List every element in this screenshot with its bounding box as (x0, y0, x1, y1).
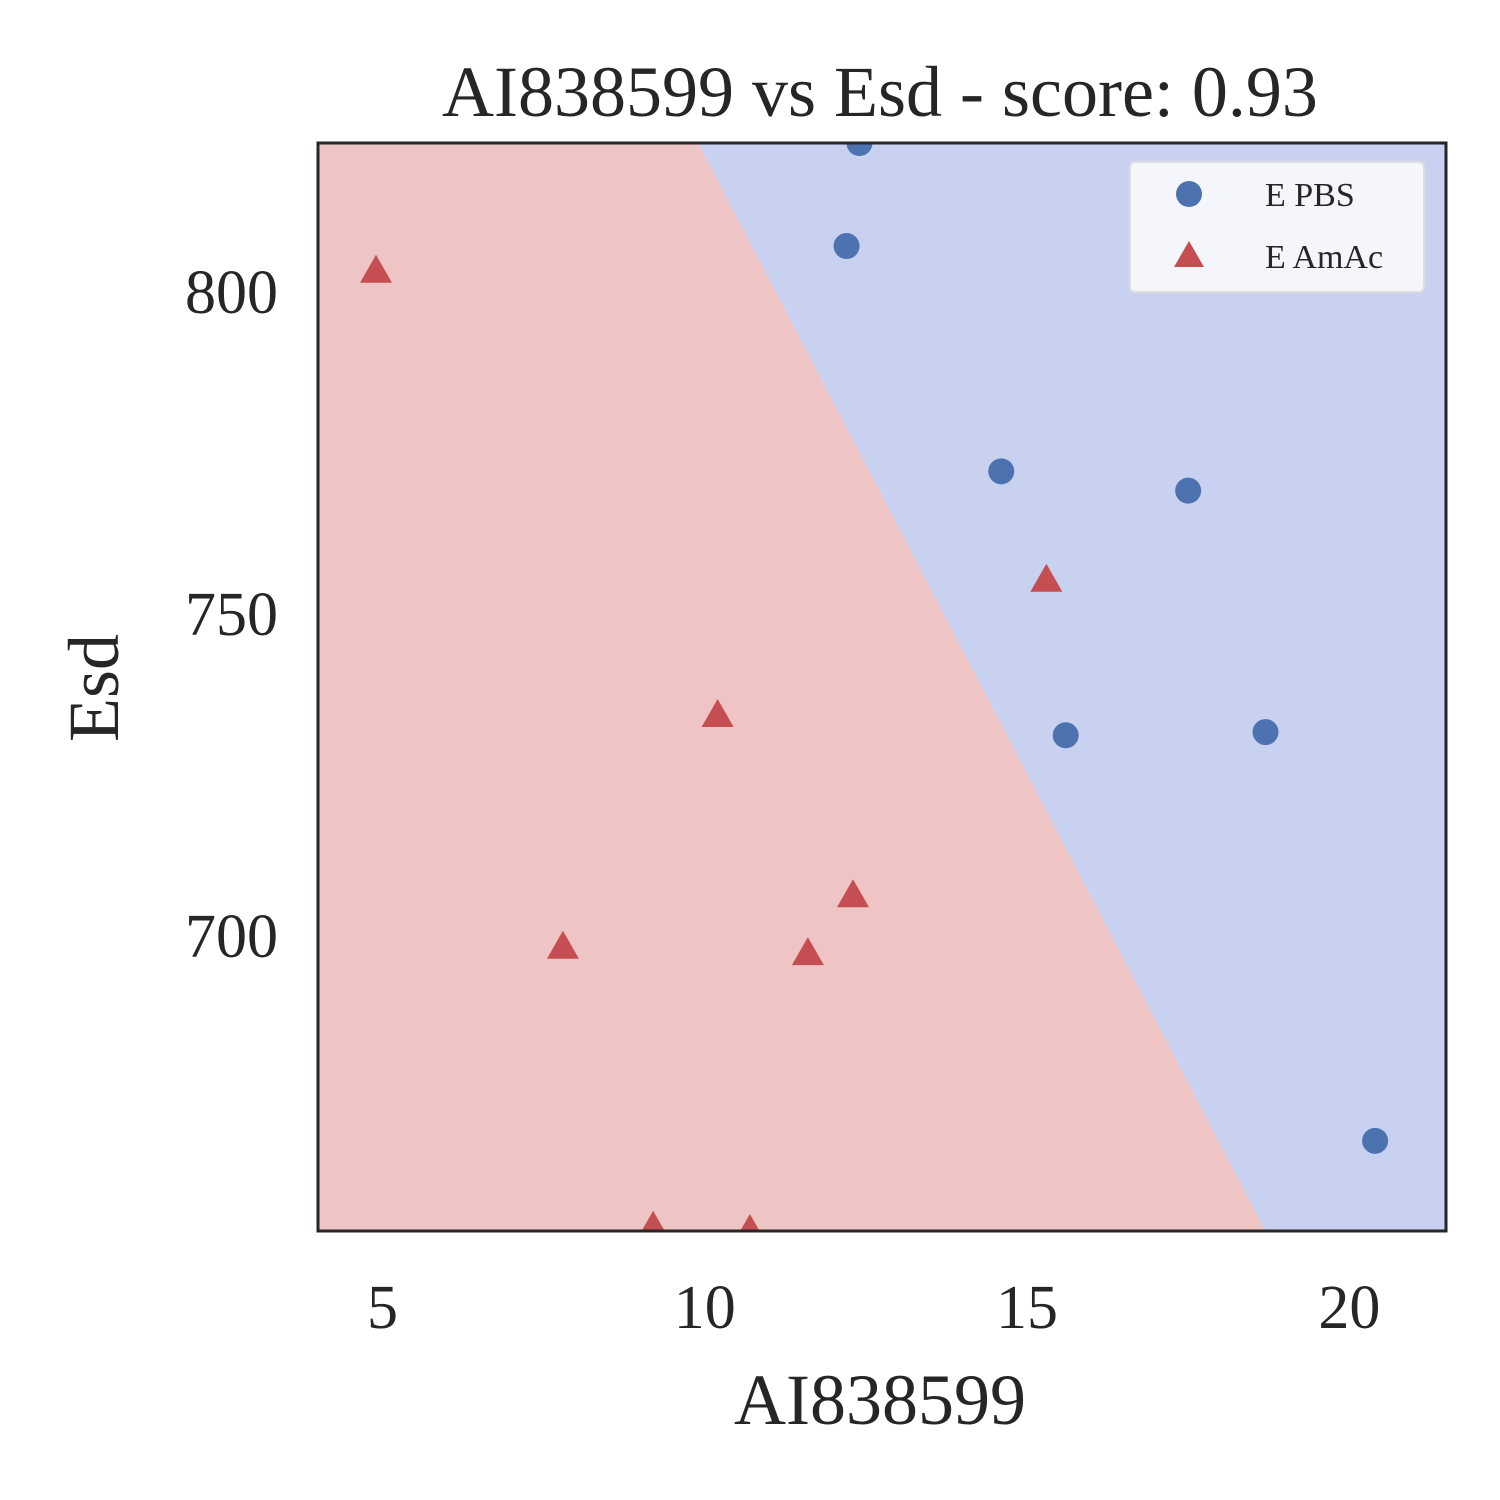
point-e-pbs (1252, 719, 1279, 746)
y-axis-label: Esd (54, 634, 134, 742)
point-e-pbs (846, 143, 873, 156)
point-e-amac (546, 930, 579, 959)
region-e-amac (318, 143, 1266, 1231)
x-tick-label: 5 (367, 1274, 398, 1342)
legend: E PBS E AmAc (1129, 161, 1425, 293)
point-e-amac (360, 254, 393, 283)
y-axis-ticks: 700 750 800 (185, 259, 278, 971)
y-tick-label: 700 (185, 903, 278, 971)
plot-frame (316, 141, 1448, 1233)
y-tick-label: 750 (185, 581, 278, 649)
legend-marker-e-amac (1174, 241, 1204, 267)
legend-label-e-pbs: E PBS (1265, 177, 1355, 214)
point-e-amac (1030, 563, 1063, 592)
point-e-pbs (1175, 477, 1202, 504)
point-e-amac (701, 698, 734, 727)
point-e-amac (740, 1214, 760, 1231)
x-axis-ticks: 5 10 15 20 (367, 1274, 1380, 1342)
point-e-amac (641, 1210, 665, 1231)
point-e-amac (791, 937, 824, 966)
point-e-pbs (1052, 722, 1079, 749)
x-tick-label: 20 (1318, 1274, 1380, 1342)
x-tick-label: 10 (674, 1274, 736, 1342)
y-tick-label: 800 (185, 259, 278, 327)
region-e-pbs (698, 143, 1446, 1231)
point-e-pbs (988, 458, 1015, 485)
legend-label-e-amac: E AmAc (1265, 239, 1383, 276)
legend-marker-e-pbs (1176, 181, 1202, 207)
legend-box (1129, 161, 1425, 293)
x-tick-label: 15 (996, 1274, 1058, 1342)
point-e-amac (836, 879, 869, 908)
chart-title: AI838599 vs Esd - score: 0.93 (442, 52, 1318, 132)
point-e-pbs (1362, 1127, 1389, 1154)
plot-area (318, 143, 1446, 1231)
point-e-pbs (833, 233, 860, 260)
x-axis-label: AI838599 (734, 1360, 1026, 1440)
